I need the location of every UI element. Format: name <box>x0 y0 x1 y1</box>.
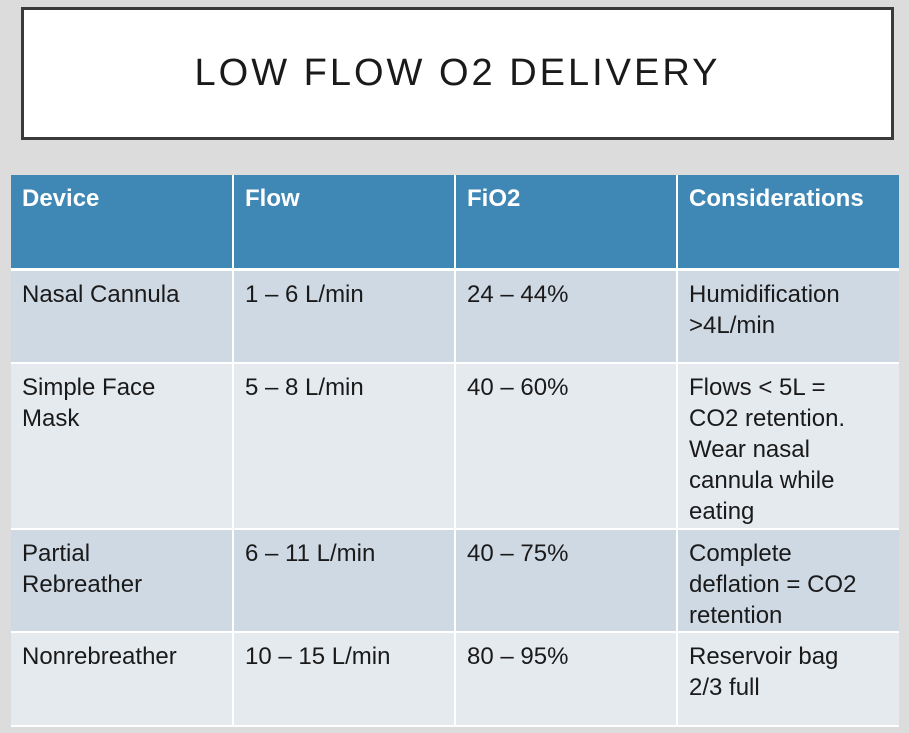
considerations-line: Reservoir bag <box>689 643 839 670</box>
considerations-line: cannula while <box>689 467 835 494</box>
fio2-cell: 40 – 60% <box>455 363 678 530</box>
considerations-line: 2/3 full <box>689 674 760 701</box>
device-cell: Partial Rebreather <box>11 529 234 633</box>
considerations-line: Flows < 5L = <box>689 374 826 401</box>
considerations-line: Complete <box>689 540 792 567</box>
flow-cell: 5 – 8 L/min <box>233 363 456 530</box>
device-line: Nasal Cannula <box>22 280 180 308</box>
device-line: Rebreather <box>22 571 143 598</box>
table-row: Simple Face Mask 5 – 8 L/min 40 – 60% Fl… <box>11 363 899 530</box>
considerations-cell: Flows < 5L = CO2 retention. Wear nasal c… <box>677 363 899 530</box>
table-header-row: Device Flow FiO2 Considerations <box>11 175 899 271</box>
device-line: Nonrebreather <box>22 643 177 670</box>
table-row: Nonrebreather 10 – 15 L/min 80 – 95% Res… <box>11 632 899 727</box>
title-box: LOW FLOW O2 DELIVERY <box>21 7 894 140</box>
device-cell: Nonrebreather <box>11 632 234 727</box>
device-line: Partial <box>22 540 91 567</box>
considerations-line: >4L/min <box>689 311 776 339</box>
considerations-line: eating <box>689 498 755 525</box>
fio2-cell: 24 – 44% <box>455 269 678 364</box>
flow-cell: 6 – 11 L/min <box>233 529 456 633</box>
header-considerations: Considerations <box>677 175 899 271</box>
considerations-line: deflation = CO2 <box>689 571 857 598</box>
header-fio2: FiO2 <box>455 175 678 271</box>
device-cell: Nasal Cannula <box>11 269 234 364</box>
considerations-cell: Complete deflation = CO2 retention <box>677 529 899 633</box>
considerations-line: Humidification <box>689 280 840 308</box>
device-line: Simple Face <box>22 374 156 401</box>
header-flow: Flow <box>233 175 456 271</box>
o2-delivery-table: Device Flow FiO2 Considerations Nasal Ca… <box>11 175 899 727</box>
fio2-cell: 40 – 75% <box>455 529 678 633</box>
header-device: Device <box>11 175 234 271</box>
table-row: Nasal Cannula 1 – 6 L/min 24 – 44% Humid… <box>11 269 899 364</box>
flow-cell: 10 – 15 L/min <box>233 632 456 727</box>
device-line: Mask <box>22 405 80 432</box>
table-row: Partial Rebreather 6 – 11 L/min 40 – 75%… <box>11 529 899 633</box>
flow-cell: 1 – 6 L/min <box>233 269 456 364</box>
considerations-cell: Humidification >4L/min <box>677 269 899 364</box>
considerations-cell: Reservoir bag 2/3 full <box>677 632 899 727</box>
considerations-line: retention <box>689 602 783 629</box>
slide-title: LOW FLOW O2 DELIVERY <box>194 52 721 94</box>
device-cell: Simple Face Mask <box>11 363 234 530</box>
fio2-cell: 80 – 95% <box>455 632 678 727</box>
considerations-line: CO2 retention. <box>689 405 846 432</box>
considerations-line: Wear nasal <box>689 436 810 463</box>
